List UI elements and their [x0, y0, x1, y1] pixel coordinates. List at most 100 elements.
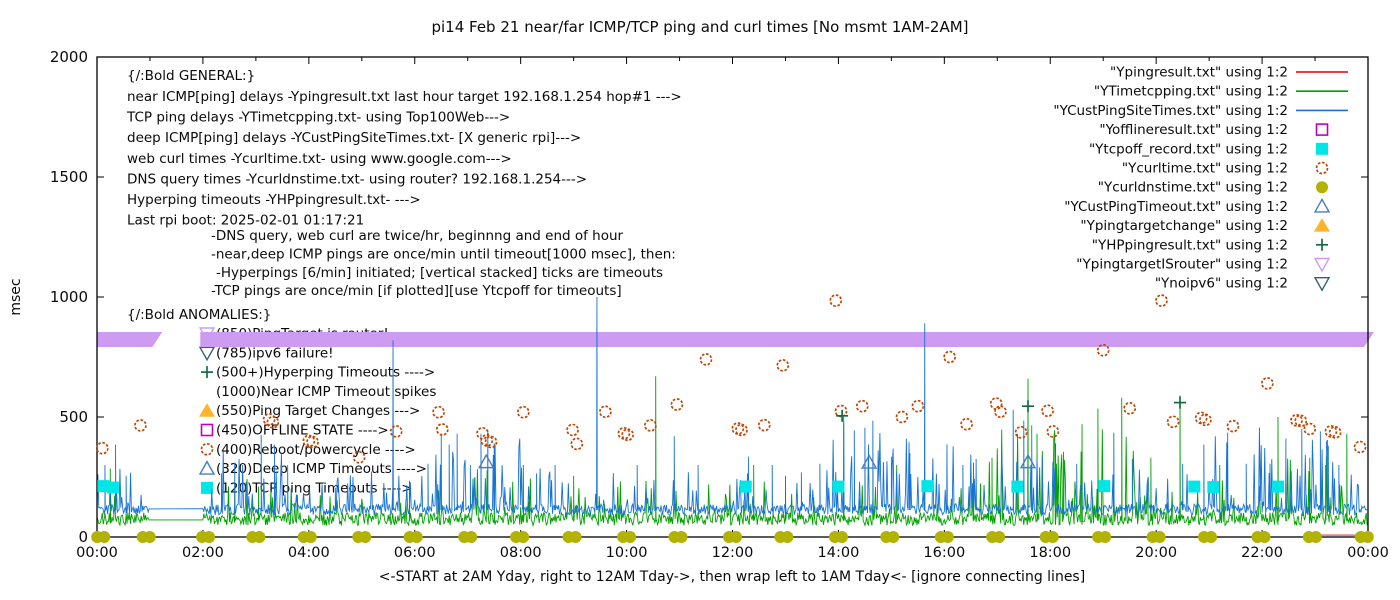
circle-open-icon [570, 437, 584, 451]
square-fill-icon [1316, 142, 1328, 155]
circle-open-icon [1290, 414, 1303, 427]
chart-title: pi14 Feb 21 near/far ICMP/TCP ping and c… [431, 18, 969, 36]
circle-open-icon [1226, 419, 1240, 433]
general-line: web curl times -Ycurltime.txt- using www… [127, 151, 512, 167]
circle-fill-icon [465, 531, 478, 543]
legend-entry: "YpingtargetISrouter" using 1:2 [1076, 257, 1331, 273]
triangle-fill-icon [1314, 218, 1330, 232]
square-fill-icon [921, 480, 934, 493]
router-band-segment [97, 332, 163, 347]
square-open-icon [200, 423, 214, 437]
circle-open-icon [484, 435, 498, 449]
circle-fill-icon [1309, 531, 1322, 543]
anomaly-line: (1000)Near ICMP Timeout spikes [216, 384, 436, 400]
circle-open-icon [960, 417, 973, 431]
circle-fill-icon [1205, 531, 1218, 543]
circle-fill-icon [1153, 531, 1166, 543]
anomaly-line: (400)Reboot/powercycle ----> [216, 442, 416, 458]
circle-fill-icon [1258, 531, 1271, 543]
general-line: TCP ping delays -YTimetcpping.txt- using… [126, 110, 510, 126]
legend-label: "Ytcpoff_record.txt" using 1:2 [1089, 141, 1288, 157]
legend-entry: "Ycurltime.txt" using 1:2 [1122, 161, 1329, 177]
circle-open-icon [476, 426, 489, 440]
legend-label: "Ynoipv6" using 1:2 [1155, 276, 1288, 292]
general-line: DNS query times -Ycurldnstime.txt- using… [127, 171, 587, 187]
circle-open-icon [266, 415, 280, 429]
square-fill-icon [201, 481, 213, 494]
tri-down-open-icon [198, 346, 216, 362]
annotations: {/:Bold GENERAL:} near ICMP[ping] delays … [126, 68, 682, 496]
x-tick-label: 02:00 [182, 545, 224, 561]
legend-label: "YpingtargetISrouter" using 1:2 [1076, 257, 1288, 273]
square-fill-icon [106, 481, 119, 494]
circle-open-icon [731, 422, 745, 435]
x-tick-label: 16:00 [923, 545, 965, 561]
circle-open-icon [776, 359, 790, 372]
square-fill-icon [97, 480, 110, 493]
anomaly-line: (320)Deep ICMP Timeouts ----> [216, 461, 427, 477]
legend-label: "YHPpingresult.txt" using 1:2 [1092, 237, 1288, 253]
circle-fill-icon [1361, 531, 1374, 543]
square-fill-icon [1271, 480, 1284, 493]
anomalies-header: {/:Bold ANOMALIES:} [127, 307, 271, 323]
circle-open-icon [1315, 161, 1329, 175]
legend-label: "Yofflineresult.txt" using 1:2 [1099, 122, 1288, 138]
series-YTimetcpping [97, 376, 1368, 528]
x-tick-label: 12:00 [712, 545, 754, 561]
anomaly-line: (450)OFFLINE STATE ----> [216, 423, 389, 439]
circle-open-icon [389, 425, 403, 438]
circle-open-icon [516, 405, 530, 419]
circle-open-icon [895, 410, 909, 424]
general-line: deep ICMP[ping] delays -YCustPingSiteTim… [127, 130, 581, 146]
tri-down-open-icon [1313, 277, 1331, 292]
circle-fill-icon [203, 531, 216, 543]
square-fill-icon [832, 480, 845, 493]
circle-open-icon [834, 404, 848, 418]
circle-open-icon [1123, 402, 1137, 415]
circle-fill-icon [517, 531, 530, 543]
circle-fill-icon [781, 531, 794, 543]
circle-open-icon [1194, 411, 1208, 425]
note-line: -Hyperpings [6/min] initiated; [vertical… [216, 265, 663, 281]
square-fill-icon [739, 480, 752, 493]
legend-label: "YCustPingSiteTimes.txt" using 1:2 [1053, 103, 1288, 119]
circle-open-icon [943, 350, 956, 364]
legend-entry: "Yofflineresult.txt" using 1:2 [1099, 122, 1329, 138]
circle-open-icon [670, 398, 684, 411]
triangle-open-icon [1019, 453, 1037, 469]
triangle-open-icon [860, 454, 878, 469]
circle-open-icon [617, 426, 631, 440]
series-YCustPingTimeout [478, 453, 1037, 469]
triangle-open-icon [1313, 197, 1331, 213]
circle-fill-icon [98, 531, 111, 543]
general-line: Hyperping timeouts -YHPpingresult.txt- -… [127, 192, 421, 208]
x-axis-label: <-START at 2AM Yday, right to 12AM Tday-… [378, 569, 1086, 585]
circle-fill-icon [1099, 531, 1112, 543]
circle-fill-icon [143, 531, 156, 543]
circle-open-icon [1014, 426, 1028, 439]
circle-open-icon [1324, 425, 1338, 438]
circle-open-icon [1166, 415, 1180, 429]
note-line: -DNS query, web curl are twice/hr, begin… [211, 228, 624, 244]
legend-entry: "YCustPingSiteTimes.txt" using 1:2 [1053, 103, 1348, 119]
circle-fill-icon [569, 531, 582, 543]
legend-entry: "YCustPingTimeout.txt" using 1:2 [1064, 197, 1331, 215]
note-line: -near,deep ICMP pings are once/min until… [211, 246, 676, 262]
square-fill-icon [1011, 480, 1024, 493]
circle-open-icon [302, 434, 316, 448]
series-YCustPingSiteTimes [97, 296, 1368, 517]
y-tick-label: 2000 [50, 48, 88, 66]
legend-entry: "Ypingresult.txt" using 1:2 [1110, 65, 1348, 81]
circle-open-icon [1353, 440, 1367, 454]
circle-fill-icon [887, 531, 900, 543]
circle-open-icon [855, 399, 869, 413]
triangle-open-icon [198, 460, 216, 475]
circle-open-icon [1261, 377, 1274, 390]
circle-open-icon [200, 442, 214, 456]
router-band-segment [200, 332, 1374, 347]
x-tick-label: 10:00 [606, 545, 648, 561]
x-tick-label: 00:00 [1347, 545, 1389, 561]
square-fill-icon [1207, 481, 1220, 494]
circle-fill-icon [675, 531, 688, 543]
circle-open-icon [435, 423, 449, 436]
